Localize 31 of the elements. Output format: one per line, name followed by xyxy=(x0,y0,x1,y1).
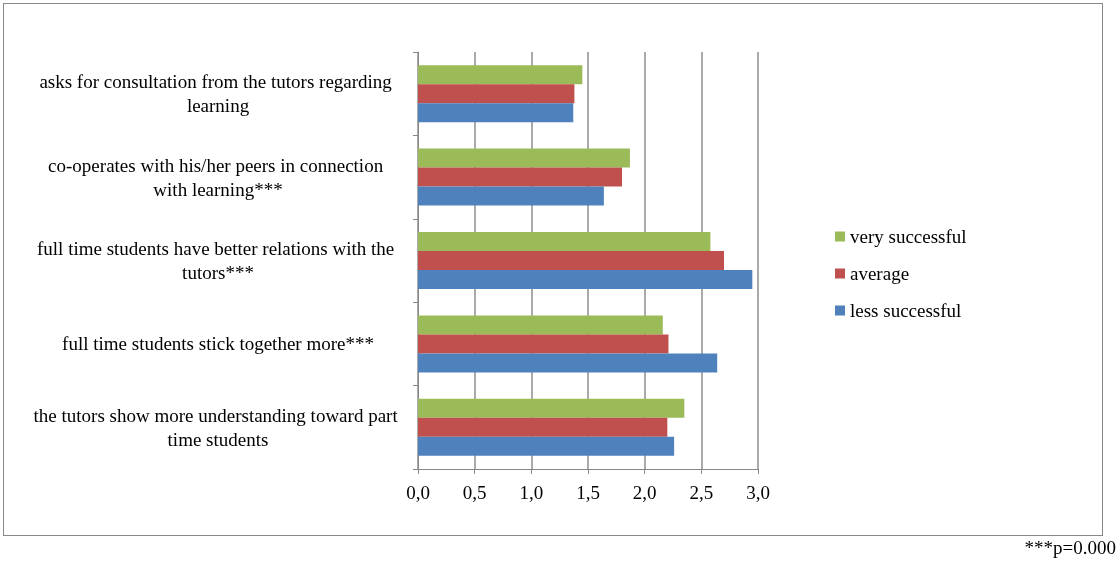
bar xyxy=(418,417,668,437)
bar xyxy=(418,65,583,85)
bar xyxy=(418,315,663,335)
y-tick-label: co-operates with his/her peers in connection with learning*** xyxy=(48,154,388,200)
y-tick-label: the tutors show more understanding toward part time students xyxy=(33,404,403,450)
bar xyxy=(418,103,574,123)
bar xyxy=(418,186,604,206)
bar xyxy=(418,251,724,270)
x-tick-label: 0,0 xyxy=(406,482,430,503)
y-tick-label: asks for consultation from the tutors regarding learning xyxy=(39,71,397,117)
x-tick-label: 0,5 xyxy=(462,482,487,503)
bar xyxy=(418,436,675,456)
x-tick-label: 2,5 xyxy=(689,482,714,503)
y-tick-label: full time students stick together more*** xyxy=(62,333,374,355)
x-tick-label: 1,0 xyxy=(519,482,544,503)
bar xyxy=(418,334,669,354)
bar xyxy=(418,84,575,104)
bar xyxy=(418,167,622,187)
legend-label: less successful xyxy=(850,300,962,321)
legend-label: very successful xyxy=(850,226,967,247)
bar xyxy=(418,398,685,418)
legend-label: average xyxy=(850,263,910,284)
bar xyxy=(418,148,630,168)
bar xyxy=(418,353,718,373)
text: ***p=0.000 xyxy=(1024,537,1116,558)
bar xyxy=(418,232,711,251)
x-tick-label: 3,0 xyxy=(746,482,770,503)
x-tick-label: 2,0 xyxy=(632,482,657,503)
y-tick-label: full time students have better relations with the tutors*** xyxy=(37,238,399,283)
x-tick-label: 1,5 xyxy=(576,482,600,503)
bar xyxy=(418,270,753,289)
